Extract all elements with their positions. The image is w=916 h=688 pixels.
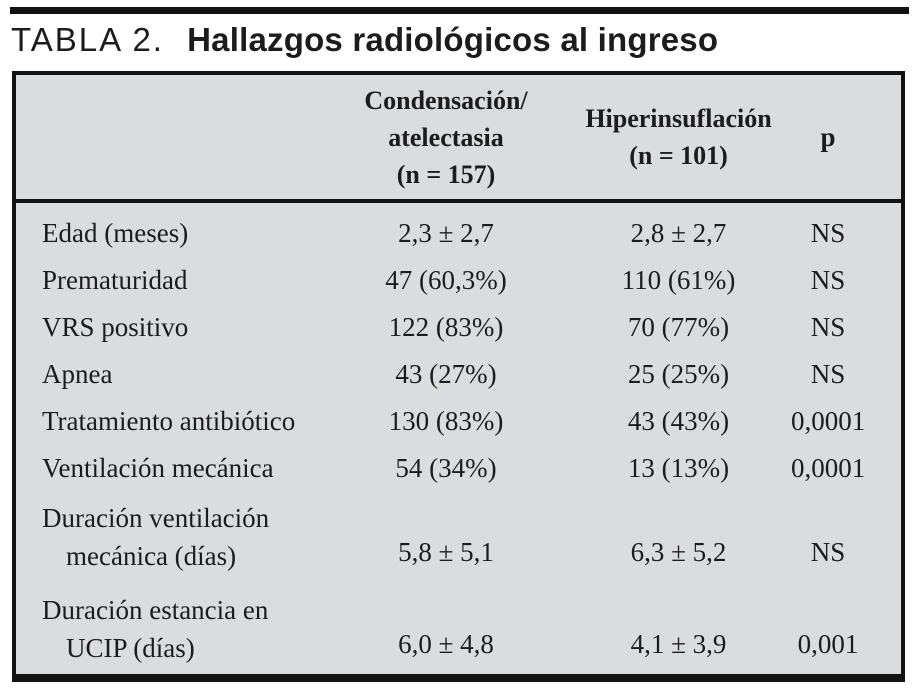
value-p: NS [810, 217, 846, 248]
table-body: Edad (meses) 2,3 ± 2,7 2,8 ± 2,7 NS Prem… [16, 203, 901, 675]
header-condensacion-atelectasia: Condensación/ atelectasia (n = 157) [326, 82, 566, 193]
row-label-line1: Ventilación mecánica [42, 452, 274, 483]
value-p: 0,001 [797, 629, 859, 659]
value-hiperinsuflacion: 25 (25%) [627, 358, 730, 389]
value-p: 0,0001 [791, 405, 866, 436]
row-label: Tratamiento antibiótico [16, 397, 326, 444]
row-label: Duración estancia en UCIP (días) [16, 583, 326, 675]
header-line: atelectasia [388, 122, 504, 152]
value-p: NS [810, 537, 846, 567]
row-label-line1: VRS positivo [42, 311, 189, 342]
row-label-line1: Duración estancia en [42, 595, 269, 625]
row-label: Ventilación mecánica [16, 444, 326, 491]
table-row: Duración ventilación mecánica (días) 5,8… [16, 491, 901, 583]
value-hiperinsuflacion: 6,3 ± 5,2 [630, 537, 727, 567]
row-label: Apnea [16, 350, 326, 397]
value-condensacion: 54 (34%) [395, 452, 497, 483]
value-hiperinsuflacion: 2,8 ± 2,7 [630, 217, 727, 248]
header-line: (n = 101) [629, 141, 728, 170]
row-label-line1: Tratamiento antibiótico [42, 405, 296, 436]
value-condensacion: 43 (27%) [395, 358, 497, 389]
value-condensacion: 5,8 ± 5,1 [398, 537, 494, 567]
value-p: 0,0001 [791, 452, 866, 483]
value-hiperinsuflacion: 4,1 ± 3,9 [630, 629, 727, 659]
table-number-label: TABLA 2. [11, 21, 164, 58]
value-p: NS [810, 264, 846, 295]
header-hiperinsuflacion: Hiperinsuflación (n = 101) [566, 100, 791, 174]
row-label-line1: Edad (meses) [42, 217, 189, 248]
table-row: VRS positivo 122 (83%) 70 (77%) NS [16, 303, 901, 350]
value-hiperinsuflacion: 70 (77%) [627, 311, 730, 342]
row-label-line2: mecánica (días) [66, 541, 237, 571]
header-line: Condensación/ [364, 85, 528, 115]
table-row: Ventilación mecánica 54 (34%) 13 (13%) 0… [16, 444, 901, 491]
row-label: Prematuridad [16, 256, 326, 303]
row-label: Edad (meses) [16, 209, 326, 256]
row-label-line2: UCIP (días) [66, 633, 195, 663]
table-row: Tratamiento antibiótico 130 (83%) 43 (43… [16, 397, 901, 444]
radiology-findings-table: Condensación/ atelectasia (n = 157) Hipe… [12, 71, 905, 682]
value-condensacion: 130 (83%) [388, 405, 504, 436]
table-row: Apnea 43 (27%) 25 (25%) NS [16, 350, 901, 397]
row-label-line1: Prematuridad [42, 264, 188, 295]
header-line: (n = 157) [396, 159, 496, 189]
table-title: TABLA 2. Hallazgos radiológicos al ingre… [11, 21, 718, 59]
row-label-line1: Duración ventilación [42, 503, 270, 533]
table-row: Prematuridad 47 (60,3%) 110 (61%) NS [16, 256, 901, 303]
table-header-row: Condensación/ atelectasia (n = 157) Hipe… [16, 75, 901, 203]
row-label: Duración ventilación mecánica (días) [16, 491, 326, 583]
value-condensacion: 6,0 ± 4,8 [398, 629, 494, 659]
header-line: Hiperinsuflación [585, 104, 772, 133]
table-row: Edad (meses) 2,3 ± 2,7 2,8 ± 2,7 NS [16, 209, 901, 256]
table-row: Duración estancia en UCIP (días) 6,0 ± 4… [16, 583, 901, 675]
value-condensacion: 2,3 ± 2,7 [398, 217, 494, 248]
value-hiperinsuflacion: 110 (61%) [621, 264, 736, 295]
header-p-value: p [820, 121, 836, 152]
value-p: NS [810, 358, 846, 389]
value-hiperinsuflacion: 13 (13%) [627, 452, 730, 483]
value-condensacion: 122 (83%) [388, 311, 504, 342]
value-hiperinsuflacion: 43 (43%) [627, 405, 730, 436]
title-top-rule [10, 7, 909, 14]
value-p: NS [810, 311, 846, 342]
row-label-line1: Apnea [42, 358, 113, 389]
row-label: VRS positivo [16, 303, 326, 350]
value-condensacion: 47 (60,3%) [385, 264, 507, 295]
table-caption-text: Hallazgos radiológicos al ingreso [187, 21, 719, 58]
